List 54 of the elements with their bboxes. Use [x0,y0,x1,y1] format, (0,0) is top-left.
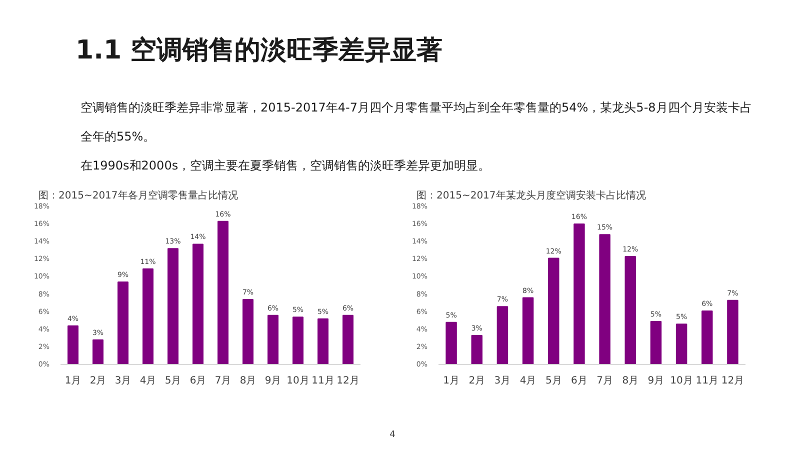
x-tick-label: 10月 [670,376,693,386]
bar [446,322,457,364]
bar [268,314,278,364]
bar [496,306,508,364]
x-tick-label: 4月 [140,376,156,386]
bar [142,268,154,364]
x-tick-label: 12月 [336,376,360,386]
x-tick-label: 11月 [696,376,718,386]
text: 1.1 空调销售的淡旺季差异显著 [76,36,443,66]
bar [342,314,354,364]
bar [192,244,204,364]
chart-title: 图：2015~2017年各月空调零售量占比情况 [38,190,238,202]
x-tick-label: 1月 [443,376,460,386]
bar [68,325,78,364]
bar [624,256,636,364]
x-tick-label: 8月 [622,376,639,386]
x-tick-label: 6月 [190,376,206,386]
bar [471,335,482,364]
x-tick-label: 7月 [214,376,232,386]
x-tick-label: 6月 [571,376,588,386]
x-tick-label: 7月 [596,376,613,386]
x-tick-label: 2月 [90,376,106,386]
bar [727,300,738,364]
x-tick-label: 5月 [545,376,562,386]
bar [702,310,713,364]
bar [318,318,328,364]
x-tick-label: 2月 [468,376,486,386]
text: 在1990s和2000s，空调主要在夏季销售，空调销售的淡旺季差异更加明显。 [80,158,490,172]
x-tick-label: 5月 [164,376,182,386]
bar [292,316,304,364]
text: 4 [390,430,396,440]
x-tick-label: 3月 [114,376,132,386]
x-tick-label: 3月 [494,376,511,386]
bar [218,220,228,364]
x-tick-label: 9月 [264,376,282,386]
bar [548,258,560,364]
bar [599,234,610,364]
x-tick-label: 4月 [520,376,536,386]
bar [676,324,688,364]
x-tick-label: 10月 [286,376,310,386]
bar [574,224,585,364]
bar [650,320,662,364]
text: 空调销售的淡旺季差异非常显著，2015-2017年4-7月四个月零售量平均占到全年零售量的54%，某龙头5-8月四个月安装卡占全年的55%。 [80,100,752,144]
bar [168,248,178,364]
x-tick-label: 1月 [64,376,82,386]
x-tick-label: 11月 [312,376,334,386]
x-tick-label: 8月 [240,376,256,386]
bar [522,297,534,364]
bar [242,299,254,364]
x-tick-label: 12月 [721,376,744,386]
bar [92,339,104,364]
x-tick-label: 9月 [648,376,664,386]
chart-title: 图：2015~2017年某龙头月度空调安装卡占比情况 [416,190,646,202]
bar [118,281,128,364]
